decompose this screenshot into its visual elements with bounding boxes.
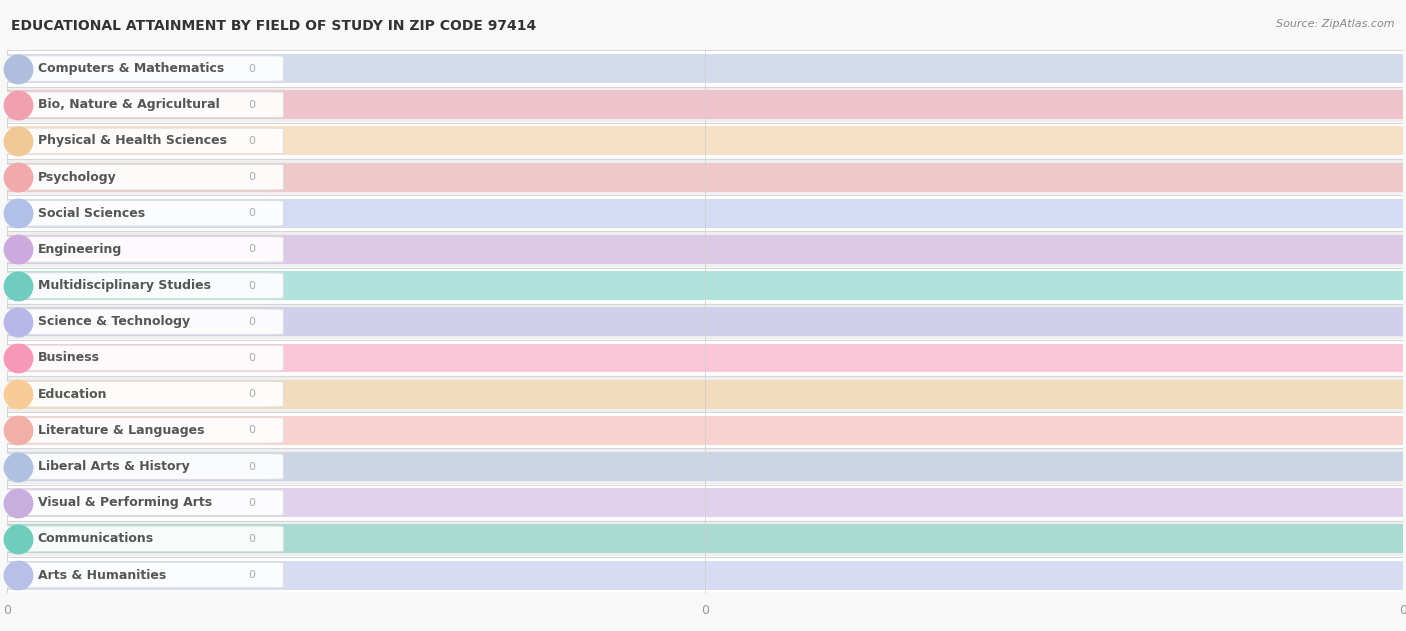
- Text: 0: 0: [249, 64, 256, 74]
- FancyBboxPatch shape: [7, 413, 1403, 448]
- Point: [7, 281, 30, 291]
- FancyBboxPatch shape: [7, 163, 1403, 192]
- FancyBboxPatch shape: [7, 126, 1403, 155]
- Point: [7, 64, 30, 74]
- FancyBboxPatch shape: [7, 124, 1403, 158]
- Text: Source: ZipAtlas.com: Source: ZipAtlas.com: [1277, 19, 1395, 29]
- FancyBboxPatch shape: [0, 56, 284, 81]
- Text: Computers & Mathematics: Computers & Mathematics: [38, 62, 224, 75]
- Text: 0: 0: [249, 172, 256, 182]
- FancyBboxPatch shape: [7, 416, 1403, 445]
- Point: [7, 570, 30, 580]
- FancyBboxPatch shape: [7, 488, 1403, 517]
- FancyBboxPatch shape: [0, 201, 284, 226]
- Text: Liberal Arts & History: Liberal Arts & History: [38, 460, 190, 473]
- FancyBboxPatch shape: [7, 54, 1403, 83]
- FancyBboxPatch shape: [0, 381, 284, 407]
- FancyBboxPatch shape: [7, 307, 1403, 336]
- FancyBboxPatch shape: [0, 128, 284, 154]
- FancyBboxPatch shape: [7, 90, 1403, 119]
- FancyBboxPatch shape: [7, 304, 1403, 339]
- FancyBboxPatch shape: [7, 452, 1403, 481]
- Text: Psychology: Psychology: [38, 170, 117, 184]
- FancyBboxPatch shape: [7, 232, 1403, 267]
- Text: 0: 0: [249, 136, 256, 146]
- Text: 0: 0: [249, 317, 256, 327]
- Text: Communications: Communications: [38, 533, 153, 545]
- Text: Science & Technology: Science & Technology: [38, 316, 190, 328]
- Text: Multidisciplinary Studies: Multidisciplinary Studies: [38, 279, 211, 292]
- FancyBboxPatch shape: [7, 268, 1403, 303]
- Text: Arts & Humanities: Arts & Humanities: [38, 569, 166, 582]
- FancyBboxPatch shape: [0, 237, 284, 262]
- Text: 0: 0: [249, 389, 256, 399]
- Text: EDUCATIONAL ATTAINMENT BY FIELD OF STUDY IN ZIP CODE 97414: EDUCATIONAL ATTAINMENT BY FIELD OF STUDY…: [11, 19, 537, 33]
- Point: [7, 461, 30, 471]
- Text: 0: 0: [249, 570, 256, 580]
- FancyBboxPatch shape: [0, 562, 284, 588]
- Text: Business: Business: [38, 351, 100, 365]
- FancyBboxPatch shape: [7, 449, 1403, 484]
- Text: Bio, Nature & Agricultural: Bio, Nature & Agricultural: [38, 98, 219, 111]
- Text: 0: 0: [249, 461, 256, 471]
- Text: Engineering: Engineering: [38, 243, 122, 256]
- FancyBboxPatch shape: [7, 558, 1403, 593]
- FancyBboxPatch shape: [7, 271, 1403, 300]
- FancyBboxPatch shape: [0, 418, 284, 443]
- FancyBboxPatch shape: [0, 526, 284, 551]
- Text: Education: Education: [38, 387, 107, 401]
- Text: 0: 0: [249, 208, 256, 218]
- FancyBboxPatch shape: [0, 454, 284, 480]
- Text: Visual & Performing Arts: Visual & Performing Arts: [38, 496, 212, 509]
- FancyBboxPatch shape: [0, 273, 284, 298]
- FancyBboxPatch shape: [0, 345, 284, 371]
- Text: 0: 0: [249, 353, 256, 363]
- FancyBboxPatch shape: [0, 490, 284, 516]
- FancyBboxPatch shape: [7, 87, 1403, 122]
- FancyBboxPatch shape: [7, 196, 1403, 231]
- Point: [7, 317, 30, 327]
- FancyBboxPatch shape: [7, 524, 1403, 553]
- Point: [7, 208, 30, 218]
- Point: [7, 425, 30, 435]
- Text: Physical & Health Sciences: Physical & Health Sciences: [38, 134, 226, 148]
- Text: 0: 0: [249, 244, 256, 254]
- Text: 0: 0: [249, 425, 256, 435]
- Text: Social Sciences: Social Sciences: [38, 207, 145, 220]
- FancyBboxPatch shape: [0, 309, 284, 334]
- FancyBboxPatch shape: [7, 485, 1403, 520]
- FancyBboxPatch shape: [0, 92, 284, 117]
- FancyBboxPatch shape: [7, 341, 1403, 375]
- Text: 0: 0: [249, 498, 256, 508]
- FancyBboxPatch shape: [7, 51, 1403, 86]
- FancyBboxPatch shape: [7, 377, 1403, 411]
- Text: 0: 0: [249, 281, 256, 291]
- Point: [7, 136, 30, 146]
- FancyBboxPatch shape: [0, 164, 284, 190]
- FancyBboxPatch shape: [7, 235, 1403, 264]
- Point: [7, 244, 30, 254]
- Point: [7, 498, 30, 508]
- FancyBboxPatch shape: [7, 380, 1403, 409]
- Point: [7, 353, 30, 363]
- Text: 0: 0: [249, 534, 256, 544]
- FancyBboxPatch shape: [7, 560, 1403, 589]
- FancyBboxPatch shape: [7, 343, 1403, 372]
- FancyBboxPatch shape: [7, 521, 1403, 557]
- Text: 0: 0: [249, 100, 256, 110]
- Point: [7, 534, 30, 544]
- Point: [7, 172, 30, 182]
- FancyBboxPatch shape: [7, 160, 1403, 194]
- Point: [7, 389, 30, 399]
- Point: [7, 100, 30, 110]
- FancyBboxPatch shape: [7, 199, 1403, 228]
- Text: Literature & Languages: Literature & Languages: [38, 424, 204, 437]
